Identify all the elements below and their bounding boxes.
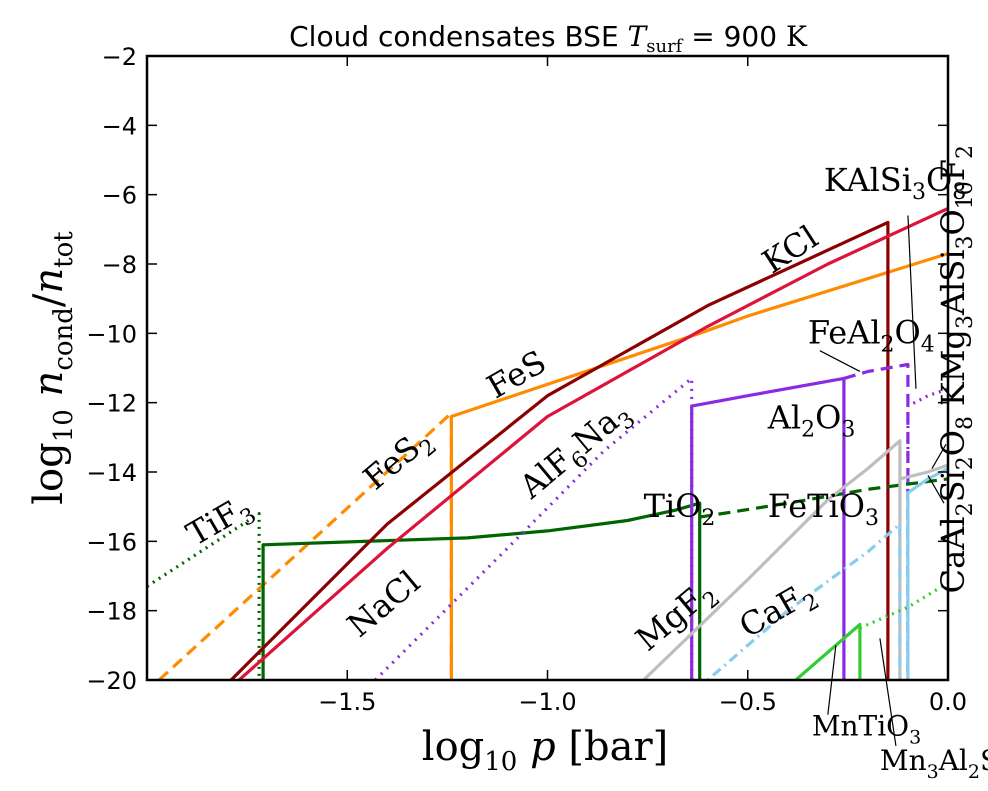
y-tick-label: −18 [86, 598, 137, 626]
series-gray-ext [899, 463, 948, 481]
label-nacl: NaCl [340, 563, 427, 645]
series-fes [449, 252, 948, 680]
series-al2o3 [690, 376, 846, 680]
series-fetio3 [699, 477, 948, 519]
leader-feal2o4 [819, 350, 861, 372]
x-tick-label: −1.5 [318, 688, 376, 716]
series-caf2 [706, 522, 902, 680]
label-tif3: TiF3​ [180, 487, 261, 559]
label-tio2: TiO2​ [644, 487, 716, 531]
x-tick-label: 0.0 [929, 688, 967, 716]
y-axis-label: log10 ncond/ntot [26, 231, 79, 505]
series-nacl [238, 207, 948, 680]
leader-layer [819, 215, 947, 746]
y-tick-label: −16 [86, 528, 137, 556]
label-caal2si2o8: CaAl2​Si2​O8​ [934, 416, 978, 593]
series-tio2 [261, 501, 702, 680]
y-tick-label: −12 [86, 390, 137, 418]
y-tick-label: −8 [102, 251, 137, 279]
label-kalsi3o8: KAlSi3​O8​ [824, 161, 966, 205]
y-tick-label: −10 [86, 320, 137, 348]
leader-caal2si2o8 [927, 475, 945, 504]
annotation-layer: TiF3​FeS2​FeSNaClAlF6​Na3​TiO2​KClFeAl2​… [180, 145, 988, 783]
series-tif3 [147, 511, 261, 680]
series-caal2si2o8 [906, 467, 948, 680]
series-layer [147, 207, 948, 680]
leader-mn3al2si3o12 [879, 638, 897, 746]
label-fetio3: FeTiO3​ [768, 487, 879, 531]
x-tick-label: −0.5 [719, 688, 777, 716]
x-axis-label: log10 p [bar] [422, 724, 668, 777]
label-fes: FeS [480, 343, 552, 407]
y-tick-label: −6 [102, 182, 137, 210]
label-mntio3: MnTiO3​ [812, 709, 921, 748]
label-caf2: CaF2​ [733, 573, 824, 651]
label-al2o3: Al2​O3​ [767, 399, 856, 443]
series-mgf2 [642, 439, 902, 680]
y-tick-label: −4 [102, 112, 137, 140]
leader-kalsi3o8 [907, 215, 917, 389]
leader-kmg3 [931, 443, 947, 469]
tick-layer: −1.5 −1.0 −0.5 0.0 −20 −18 −16 −14 −12 −10 −8 −6 −4 −… [86, 43, 967, 716]
series-feal2o4 [843, 362, 910, 680]
y-tick-label: −14 [86, 459, 137, 487]
y-tick-label: −20 [86, 667, 137, 695]
chart-title: Cloud condensates BSE Tsurf = 900 K [289, 20, 808, 57]
label-mn3al2si3o12: Mn3​Al2​Si3​O12​ [880, 744, 988, 783]
x-tick-label: −1.0 [518, 688, 576, 716]
label-feal2o4: FeAl2​O4​ [808, 314, 935, 358]
series-mntio3 [794, 622, 862, 680]
series-kcl [229, 220, 890, 680]
label-kmg3alsi3o10f2: KMg3​AlSi3​O10​F2​ [934, 145, 978, 406]
y-tick-label: −2 [102, 43, 137, 71]
